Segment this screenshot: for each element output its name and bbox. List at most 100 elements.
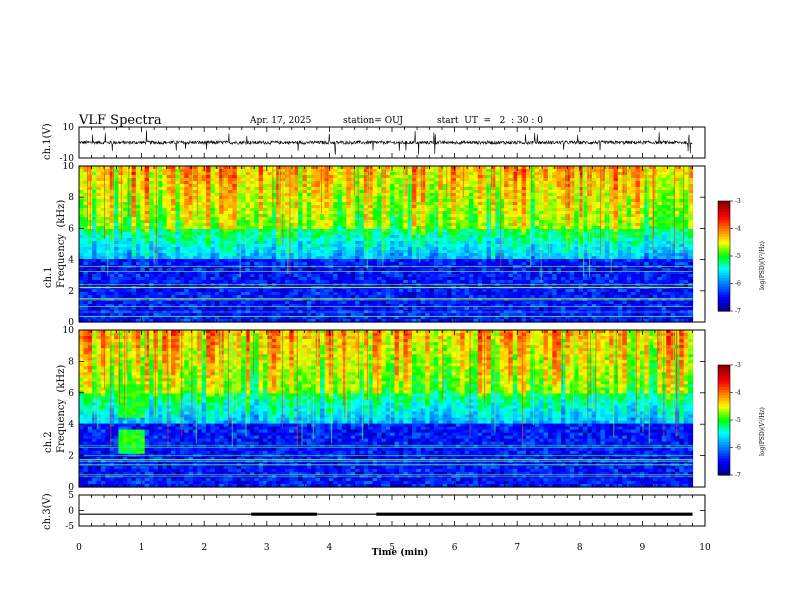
- spectrogram-cell: [175, 229, 181, 233]
- spectrogram-cell: [96, 202, 102, 206]
- spectrogram-cell: [455, 199, 461, 203]
- spectrogram-cell: [648, 178, 654, 182]
- spectrogram-cell: [197, 175, 203, 179]
- spectrogram-cell: [512, 169, 518, 173]
- spectrogram-cell: [407, 178, 413, 182]
- spectrogram-cell: [666, 205, 672, 209]
- spectrogram-cell: [254, 199, 260, 203]
- spectrogram-cell: [210, 175, 216, 179]
- spectrogram-cell: [96, 169, 102, 173]
- spectrogram-cell: [569, 223, 575, 227]
- spectrogram-cell: [618, 226, 623, 230]
- spectrogram-cell: [136, 190, 141, 194]
- spectrogram-cell: [298, 193, 304, 197]
- spectrogram-cell: [613, 184, 619, 188]
- spectrogram-cell: [228, 235, 233, 239]
- spectrogram-cell: [473, 199, 479, 203]
- spectrogram-cell: [315, 172, 321, 176]
- spectrogram-cell: [530, 193, 536, 197]
- spectrogram-cell: [385, 232, 391, 236]
- spectrogram-cell: [390, 172, 396, 176]
- spectrogram-cell: [433, 211, 439, 215]
- spectrogram-cell: [539, 178, 545, 182]
- spectrogram-cell: [79, 238, 84, 242]
- spectrogram-cell: [521, 181, 527, 185]
- spectrogram-cell: [635, 181, 641, 185]
- spectrogram-cell: [293, 202, 299, 206]
- spectrogram-cell: [534, 181, 540, 185]
- spectrogram-cell: [447, 187, 453, 191]
- spectrogram-cell: [298, 184, 304, 188]
- spectrogram-cell: [582, 193, 588, 197]
- spectrogram-cell: [271, 214, 277, 218]
- spectrogram-cell: [298, 166, 304, 170]
- spectrogram-cell: [293, 172, 299, 176]
- spectrogram-cell: [219, 193, 225, 197]
- spectrogram-cell: [346, 193, 352, 197]
- spectrogram-cell: [447, 217, 453, 221]
- spectrogram-cell: [447, 235, 453, 239]
- spectrogram-cell: [219, 166, 225, 170]
- spectrogram-cell: [315, 187, 321, 191]
- spectrogram-cell: [219, 238, 225, 242]
- spectrogram-cell: [359, 184, 365, 188]
- spectrogram-cell: [355, 202, 361, 206]
- spectrogram-cell: [477, 235, 483, 239]
- spectrogram-cell: [618, 181, 623, 185]
- spectrogram-cell: [657, 175, 663, 179]
- spectrogram-cell: [425, 220, 431, 224]
- spectrogram-cell: [363, 196, 369, 200]
- spectrogram-cell: [232, 175, 238, 179]
- spectrogram-cell: [464, 211, 470, 215]
- spectrogram-cell: [670, 199, 676, 203]
- spectrogram-cell: [372, 169, 378, 173]
- spectrogram-cell: [657, 196, 663, 200]
- spectrogram-cell: [92, 166, 98, 170]
- spectrogram-cell: [547, 202, 553, 206]
- spectrogram-cell: [390, 169, 396, 173]
- spectrogram-cell: [100, 202, 106, 206]
- spectrogram-cell: [267, 166, 273, 170]
- spectrogram-cell: [228, 226, 233, 230]
- spectrogram-cell: [298, 172, 304, 176]
- spectrogram-cell: [385, 235, 391, 239]
- spectrogram-cell: [245, 202, 251, 206]
- spectrogram-cell: [214, 208, 220, 212]
- spectrogram-cell: [591, 175, 597, 179]
- spectrogram-cell: [675, 169, 680, 173]
- spectrogram-cell: [675, 199, 680, 203]
- spectrogram-cell: [631, 172, 637, 176]
- spectrogram-cell: [591, 181, 597, 185]
- spectrogram-cell: [600, 226, 606, 230]
- spectrogram-cell: [390, 220, 396, 224]
- spectrogram-cell: [626, 208, 632, 212]
- spectrogram-cell: [425, 166, 431, 170]
- spectrogram-cell: [394, 202, 400, 206]
- spectrogram-cell: [385, 166, 391, 170]
- spectrogram-cell: [385, 214, 391, 218]
- spectrogram-cell: [591, 220, 597, 224]
- spectrogram-cell: [425, 217, 431, 221]
- spectrogram-cell: [341, 214, 347, 218]
- spectrogram-cell: [420, 190, 426, 194]
- spectrogram-cell: [477, 217, 483, 221]
- spectrogram-cell: [175, 235, 181, 239]
- spectrogram-cell: [346, 178, 352, 182]
- spectrogram-cell: [372, 217, 378, 221]
- spectrogram-cell: [420, 220, 426, 224]
- spectrogram-cell: [377, 211, 382, 215]
- spectrogram-cell: [100, 190, 106, 194]
- spectrogram-cell: [219, 187, 225, 191]
- spectrogram-cell: [122, 238, 128, 242]
- spectrogram-cell: [184, 175, 190, 179]
- spectrogram-cell: [578, 232, 584, 236]
- spectrogram-cell: [131, 187, 137, 191]
- spectrogram-cell: [451, 169, 457, 173]
- spectrogram-cell: [609, 232, 615, 236]
- spectrogram-cell: [433, 205, 439, 209]
- spectrogram-cell: [228, 199, 233, 203]
- spectrogram-cell: [144, 190, 150, 194]
- spectrogram-cell: [442, 211, 448, 215]
- spectrogram-cell: [188, 199, 194, 203]
- spectrogram-cell: [214, 202, 220, 206]
